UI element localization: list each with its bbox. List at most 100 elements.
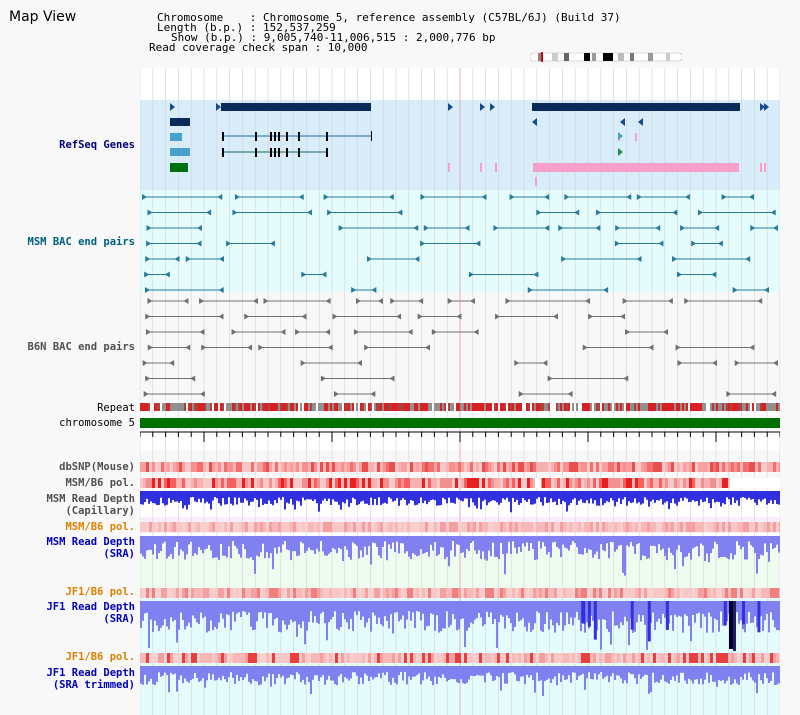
bac-end-marker [146, 240, 152, 247]
bac-end-marker [145, 256, 151, 262]
chromosome-track [140, 418, 780, 428]
exon [270, 148, 272, 157]
bac-end-marker [564, 194, 570, 200]
bac-end-marker [425, 344, 431, 351]
bac-end-marker [677, 271, 683, 278]
bac-end-marker [190, 375, 196, 382]
bac-end-marker [174, 256, 180, 262]
gene-arrow [216, 103, 221, 111]
bac-end-marker [684, 194, 690, 200]
bac-end-marker [389, 375, 395, 382]
bac-end-marker [164, 271, 170, 278]
bac-end-marker [371, 287, 377, 293]
gene-feature [764, 163, 766, 172]
bac-end-marker [145, 329, 151, 335]
gene-feature [760, 163, 762, 172]
bac-end-marker [672, 209, 678, 216]
bac-end-marker [582, 344, 588, 351]
bac-end-marker [320, 375, 326, 382]
chromosome-ideogram[interactable] [530, 52, 682, 62]
bac-end-marker [323, 194, 329, 200]
bac-end-marker [456, 313, 462, 320]
gene-feature [635, 133, 637, 141]
bac-end-marker [199, 391, 205, 397]
gene-feature [170, 133, 182, 141]
label-msm-read-sra-sub: (SRA) [103, 548, 135, 560]
bac-end-marker [680, 225, 686, 231]
bac-end-marker [536, 209, 542, 216]
bac-end-marker [423, 225, 429, 231]
label-jf1-trim: JF1 Read Depth [46, 667, 135, 679]
bac-end-marker [146, 225, 152, 231]
bac-end-marker [300, 360, 306, 366]
label-repeat: Repeat [97, 402, 135, 414]
bac-end-marker [407, 329, 413, 335]
bac-end-marker [533, 271, 539, 278]
exon [222, 132, 224, 141]
bac-end-marker [244, 313, 250, 320]
label-refseq-genes: RefSeq Genes [59, 139, 135, 151]
bac-end-marker [338, 225, 344, 231]
bac-end-marker [196, 240, 202, 247]
bac-end-marker [495, 313, 501, 320]
bac-end-marker [552, 313, 558, 320]
bac-end-marker [388, 194, 394, 200]
label-jf1-b6-pol-2: JF1/B6 pol. [65, 651, 135, 663]
label-jf1-b6-pol-1: JF1/B6 pol. [65, 586, 135, 598]
gene-feature [221, 103, 371, 111]
gene-arrow [448, 103, 453, 111]
exon [371, 131, 372, 141]
bac-end-marker [417, 313, 423, 320]
bac-end-marker [620, 313, 626, 320]
bac-end-marker [370, 391, 376, 397]
length-info: Length (b.p.) : 152,537,259 [157, 21, 336, 34]
bac-end-marker [185, 256, 191, 262]
gene-feature [170, 148, 190, 156]
gene-arrow [480, 103, 485, 111]
exon [286, 132, 288, 141]
exon [222, 148, 224, 157]
chromosome-info: Chromosome : Chromosome 5, reference ass… [157, 11, 621, 24]
bac-end-marker [745, 256, 751, 262]
label-jf1-read-sra-sub: (SRA) [103, 613, 135, 625]
bac-end-marker [418, 298, 424, 304]
bac-end-marker [263, 298, 269, 304]
bac-end-marker [764, 287, 770, 293]
bac-end-marker [219, 256, 225, 262]
bac-end-marker [464, 225, 470, 231]
bac-end-marker [677, 360, 683, 366]
bac-end-marker [145, 375, 151, 382]
bac-end-marker [514, 360, 520, 366]
bac-end-marker [770, 209, 776, 216]
bac-end-marker [226, 240, 232, 247]
chromosome-bar [140, 418, 780, 428]
bac-end-marker [355, 298, 361, 304]
bac-end-marker [773, 225, 778, 231]
exon [278, 132, 280, 141]
exon [270, 132, 272, 141]
gene-feature [495, 163, 497, 172]
bac-end-marker [773, 360, 778, 366]
label-dbsnp: dbSNP(Mouse) [59, 461, 135, 473]
bac-end-marker [353, 329, 359, 335]
bac-end-marker [280, 329, 286, 335]
bac-end-marker [711, 271, 717, 278]
bac-end-marker [561, 256, 567, 262]
bac-end-marker [717, 240, 723, 247]
heat-tracks [140, 462, 780, 663]
bac-end-marker [544, 194, 550, 200]
bac-end-marker [169, 360, 175, 366]
label-msm-b6-pol-1: MSM/B6 pol. [65, 477, 135, 489]
bac-end-marker [144, 287, 150, 293]
bac-end-marker [143, 391, 149, 397]
bac-end-marker [595, 225, 601, 231]
bac-end-marker [351, 287, 357, 293]
bac-end-marker [147, 298, 153, 304]
exon [274, 132, 276, 141]
bac-end-marker [667, 298, 673, 304]
genome-tracks[interactable] [140, 68, 780, 715]
gene-arrow [620, 118, 625, 126]
bac-end-marker [295, 329, 301, 335]
gene-arrow [618, 148, 623, 156]
gene-arrow [170, 103, 175, 111]
